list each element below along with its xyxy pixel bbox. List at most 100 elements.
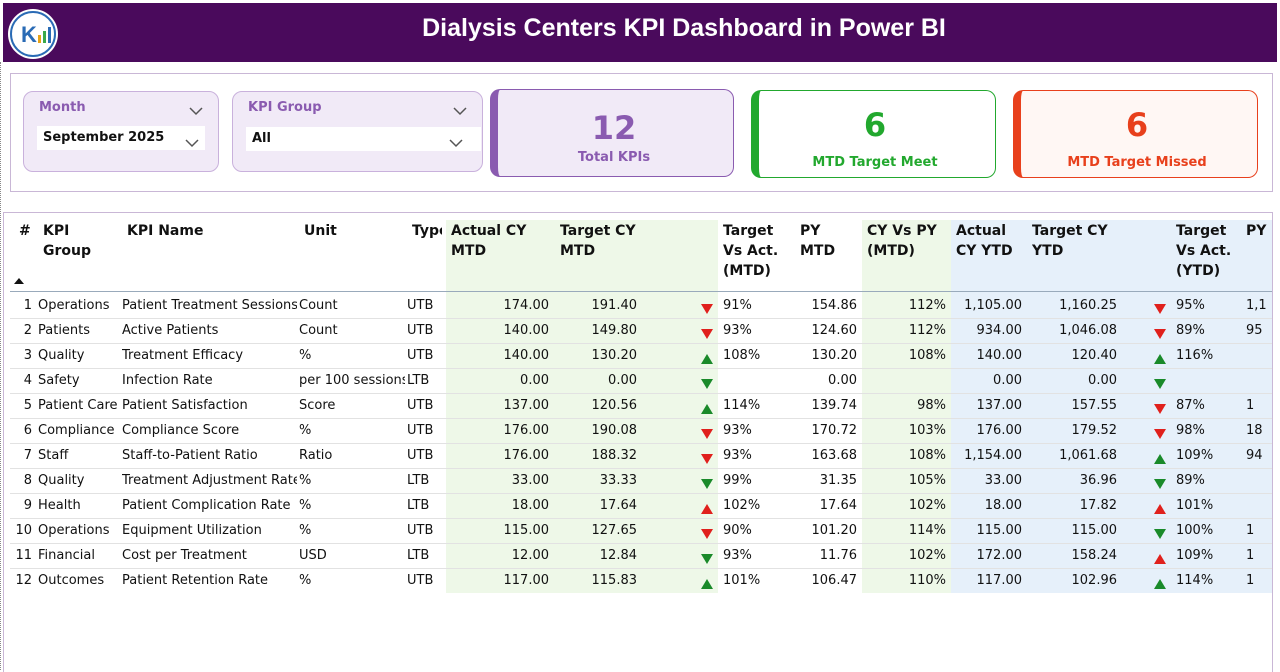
table-cell: 158.24 (1071, 548, 1118, 563)
table-cell: 102.96 (1071, 573, 1118, 588)
table-cell: UTB (407, 423, 434, 438)
table-cell: 127.65 (591, 523, 638, 538)
status-arrow (1154, 475, 1166, 489)
table-cell: Treatment Adjustment Rate (122, 473, 297, 488)
table-cell: 1,061.68 (1059, 448, 1117, 463)
row-divider (10, 418, 1272, 419)
table-cell: LTB (407, 373, 430, 388)
row-divider (10, 468, 1272, 469)
slicer-value[interactable]: All (246, 127, 481, 151)
table-cell: 0.00 (993, 373, 1022, 388)
table-cell: 4 (23, 373, 32, 388)
table-cell: 93% (723, 423, 752, 438)
table-panel (3, 212, 1273, 672)
card-value: 12 (591, 109, 637, 147)
table-cell: 95% (1176, 298, 1205, 313)
table-cell: 0.00 (1088, 373, 1117, 388)
left-edge (0, 62, 1, 670)
table-cell: 1 (23, 298, 32, 313)
table-cell: 17.64 (819, 498, 857, 513)
table-cell: 176.00 (503, 448, 550, 463)
table-cell: 103% (908, 423, 946, 438)
table-cell: 115.83 (591, 573, 638, 588)
status-arrow (1154, 450, 1166, 464)
row-divider (10, 393, 1272, 394)
table-cell: 106.47 (811, 573, 858, 588)
table-cell: 101% (723, 573, 761, 588)
sort-indicator (14, 277, 24, 288)
table-cell: 11 (15, 548, 32, 563)
table-cell: UTB (407, 398, 434, 413)
column-header[interactable]: Target CY YTD (1032, 223, 1108, 259)
logo-icon: K (10, 11, 56, 57)
table-cell: UTB (407, 523, 434, 538)
table-cell: Count (299, 323, 338, 338)
table-cell: 124.60 (811, 323, 858, 338)
table-cell: 98% (917, 398, 946, 413)
column-header[interactable]: KPI Group (43, 223, 92, 259)
column-background (1027, 220, 1122, 593)
column-background (1241, 220, 1272, 593)
header-divider (10, 291, 1272, 292)
column-header[interactable]: Target Vs Act. (YTD) (1176, 223, 1232, 279)
table-cell: 1 (1246, 548, 1255, 563)
column-header[interactable]: Type (412, 223, 442, 239)
table-cell: 89% (1176, 473, 1205, 488)
table-cell: 3 (23, 348, 32, 363)
table-cell: Operations (38, 298, 110, 313)
table-cell: 1,154.00 (964, 448, 1022, 463)
table-cell: LTB (407, 473, 430, 488)
table-cell: 36.96 (1079, 473, 1117, 488)
column-header[interactable]: Target CY MTD (560, 223, 636, 259)
table-cell: 115.00 (1071, 523, 1118, 538)
table-cell: 31.35 (819, 473, 857, 488)
table-cell: 109% (1176, 448, 1214, 463)
column-header[interactable]: Actual CY YTD (956, 223, 1013, 259)
table-cell: 154.86 (811, 298, 858, 313)
table-cell: 11.76 (819, 548, 857, 563)
table-cell: 137.00 (503, 398, 550, 413)
column-header[interactable]: Unit (304, 223, 337, 239)
logo: K (8, 9, 58, 59)
column-header[interactable]: PY MTD (800, 223, 836, 259)
table-cell: Health (38, 498, 81, 513)
table-cell: 116% (1176, 348, 1214, 363)
status-arrow (701, 375, 713, 389)
card-label: Total KPIs (577, 150, 651, 165)
column-header[interactable]: Target Vs Act. (MTD) (723, 223, 779, 279)
status-arrow (701, 575, 713, 589)
table-cell: 188.32 (591, 448, 638, 463)
table-cell: 101% (1176, 498, 1214, 513)
status-arrow (1154, 400, 1166, 414)
table-cell: per 100 sessions (299, 373, 405, 388)
table-cell: Safety (38, 373, 80, 388)
table-cell: 93% (723, 548, 752, 563)
table-cell: 33.00 (511, 473, 549, 488)
column-header[interactable]: Actual CY MTD (451, 223, 527, 259)
row-divider (10, 368, 1272, 369)
dropdown-chevron (453, 101, 467, 116)
table-cell: 117.00 (503, 573, 550, 588)
slicer-value[interactable]: September 2025 (37, 126, 205, 150)
column-header[interactable]: KPI Name (127, 223, 204, 239)
table-cell: UTB (407, 323, 434, 338)
table-cell: 117.00 (976, 573, 1023, 588)
status-arrow (1154, 350, 1166, 364)
table-cell: Staff-to-Patient Ratio (122, 448, 258, 463)
table-cell: 0.00 (828, 373, 857, 388)
status-arrow (1154, 425, 1166, 439)
row-divider (10, 568, 1272, 569)
dropdown-chevron (449, 133, 463, 148)
column-header[interactable]: # (19, 223, 31, 239)
table-cell: Patient Treatment Sessions (122, 298, 297, 313)
column-header[interactable]: PY Y (1246, 223, 1269, 239)
table-cell: 99% (723, 473, 752, 488)
table-cell: 7 (23, 448, 32, 463)
column-header[interactable]: CY Vs PY (MTD) (867, 223, 937, 259)
table-cell: 93% (723, 448, 752, 463)
table-cell: 8 (23, 473, 32, 488)
table-cell: % (299, 348, 312, 363)
table-cell: LTB (407, 548, 430, 563)
table-cell: Patient Care (38, 398, 118, 413)
card-label: MTD Target Missed (1067, 155, 1207, 170)
